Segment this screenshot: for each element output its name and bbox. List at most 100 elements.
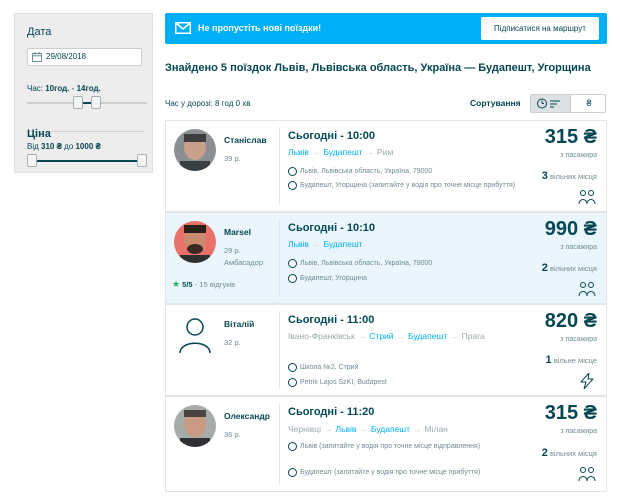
- avatar: [174, 221, 216, 263]
- subscribe-banner: Не пропустіть нові поїздки! Підписатися …: [165, 13, 607, 44]
- price-label: Ціна: [27, 128, 51, 140]
- route-arrow-icon: →: [365, 147, 375, 157]
- filters-sidebar: Дата 29/08/2018 Час: 10год. - 14год. Цін…: [14, 13, 153, 173]
- date-value: 29/08/2018: [46, 52, 87, 61]
- driver-rating: ★ 5/5 - 15 відгуків: [172, 279, 236, 289]
- departure-point: Львів, Львівська область, Україна, 79000: [288, 259, 518, 268]
- driver-name[interactable]: Marsel: [224, 227, 251, 237]
- route-arrow-icon: →: [413, 424, 422, 434]
- route-city: Мілан: [424, 424, 448, 434]
- arrival-point: Будапешт (запитайте у водія про точне мі…: [288, 468, 518, 477]
- price-per-passenger: з пасажира: [560, 336, 597, 343]
- price: 315 ₴: [544, 402, 597, 424]
- route-arrow-icon: →: [311, 147, 321, 157]
- route-arrow-icon: →: [311, 239, 321, 249]
- trip-card[interactable]: Marsel 29 р. Амбасадор ★ 5/5 - 15 відгук…: [165, 212, 607, 304]
- route-arrow-icon: →: [357, 331, 367, 341]
- route-city: Рим: [377, 147, 394, 157]
- date-input[interactable]: 29/08/2018: [27, 48, 142, 66]
- route-city: Львів: [335, 424, 357, 434]
- price: 315 ₴: [544, 126, 597, 148]
- driver-age: 36 р.: [224, 430, 241, 439]
- driver-name[interactable]: Віталій: [224, 319, 255, 329]
- price: 820 ₴: [544, 310, 597, 332]
- route-city: Будапешт: [323, 147, 363, 157]
- banner-text: Не пропустіть нові поїздки!: [198, 23, 322, 33]
- sort-by-price-button[interactable]: ₴: [586, 98, 592, 108]
- two-max-back-icon: [578, 282, 596, 297]
- calendar-icon: [32, 52, 42, 62]
- free-seats: 2 вільних місця: [541, 447, 597, 459]
- price-slider[interactable]: [27, 154, 147, 168]
- ambassador-badge: Амбасадор: [224, 258, 264, 267]
- time-slider[interactable]: [27, 96, 147, 110]
- route-arrow-icon: →: [396, 331, 406, 341]
- route-city: Львів: [288, 239, 309, 249]
- route-city: Будапешт: [370, 424, 411, 434]
- avatar: [174, 405, 216, 447]
- route-arrow-icon: →: [323, 424, 333, 434]
- free-seats: 2 вільних місця: [541, 262, 597, 274]
- price: 990 ₴: [544, 218, 597, 240]
- driver-age: 29 р.: [224, 246, 241, 255]
- departure-time: Сьогодні - 11:20: [288, 406, 375, 418]
- avatar: [174, 129, 216, 171]
- time-slider-fill: [77, 102, 97, 104]
- departure-time: Сьогодні - 10:00: [288, 130, 376, 142]
- trip-card[interactable]: Станіслав 39 р. Сьогодні - 10:00 Львів → Б…: [165, 120, 607, 212]
- route-arrow-icon: →: [450, 331, 459, 341]
- price-range-text: Від 310 ₴ до 1000 ₴: [27, 142, 101, 151]
- sort-by-time-button[interactable]: [531, 95, 571, 112]
- two-max-back-icon: [578, 467, 596, 482]
- price-slider-handle-from[interactable]: [27, 154, 37, 167]
- time-slider-handle-from[interactable]: [72, 96, 83, 109]
- avatar-placeholder-icon: [174, 313, 216, 355]
- route-city: Прага: [461, 331, 485, 341]
- route-city: Івано-Франківськ: [288, 331, 355, 341]
- route-city: Чернівці: [288, 424, 321, 434]
- two-max-back-icon: [578, 190, 596, 205]
- driver-name[interactable]: Олександр: [224, 411, 270, 421]
- departure-time: Сьогодні - 10:10: [288, 222, 376, 234]
- free-seats: 1 вільне місце: [545, 354, 598, 366]
- clock-sort-icon: [537, 98, 560, 109]
- route-cities: Чернівці → Львів → Будапешт → Мілан: [288, 424, 528, 435]
- departure-point: Львів (запитайте у водія про точне місце…: [288, 442, 518, 451]
- driver-age: 39 р.: [224, 154, 241, 163]
- price-per-passenger: з пасажира: [560, 152, 597, 159]
- departure-point: Школа №2, Стрий: [288, 363, 518, 372]
- price-per-passenger: з пасажира: [560, 428, 597, 435]
- sort-label: Сортування: [470, 98, 521, 108]
- departure-time: Сьогодні - 11:00: [288, 314, 375, 326]
- free-seats: 3 вільних місця: [541, 170, 597, 182]
- price-slider-fill: [32, 160, 142, 162]
- trip-card[interactable]: Олександр 36 р. Сьогодні - 11:20 Чернівц…: [165, 396, 607, 492]
- time-slider-handle-to[interactable]: [91, 96, 102, 109]
- price-per-passenger: з пасажира: [560, 244, 597, 251]
- driver-age: 32 р.: [224, 338, 241, 347]
- mail-icon: [175, 22, 191, 34]
- arrival-point: Petrik Lajos SzKI, Budapest: [288, 378, 518, 387]
- route-city: Львів: [288, 147, 309, 157]
- travel-time: Час у дорозі: 8 год 0 хв: [165, 99, 251, 108]
- departure-point: Львів, Львівська область, Україна, 79000: [288, 167, 518, 176]
- date-label: Дата: [27, 26, 52, 38]
- lightning-icon: [580, 373, 594, 389]
- route-city: Стрий: [369, 331, 394, 341]
- route-city: Будапешт: [408, 331, 448, 341]
- star-icon: ★: [172, 279, 181, 289]
- trip-card[interactable]: Віталій 32 р. Сьогодні - 11:00 Івано-Фра…: [165, 304, 607, 396]
- route-cities: Івано-Франківськ → Стрий → Будапешт → Прага: [288, 331, 528, 342]
- route-city: Будапешт: [323, 239, 363, 249]
- route-cities: Львів → Будапешт → Рим: [288, 147, 528, 158]
- time-range-text: Час: 10год. - 14год.: [27, 84, 101, 93]
- subscribe-route-button[interactable]: Підписатися на маршрут: [481, 17, 599, 40]
- price-slider-handle-to[interactable]: [137, 154, 147, 167]
- route-cities: Львів → Будапешт: [288, 239, 528, 250]
- arrival-point: Будапешт, Угорщина (запитайте у водія пр…: [288, 181, 518, 190]
- sidebar-divider: [27, 131, 145, 132]
- arrival-point: Будапешт, Угорщина: [288, 274, 518, 283]
- driver-name[interactable]: Станіслав: [224, 135, 267, 145]
- route-arrow-icon: →: [359, 424, 368, 434]
- sort-toggle: ₴: [530, 94, 606, 113]
